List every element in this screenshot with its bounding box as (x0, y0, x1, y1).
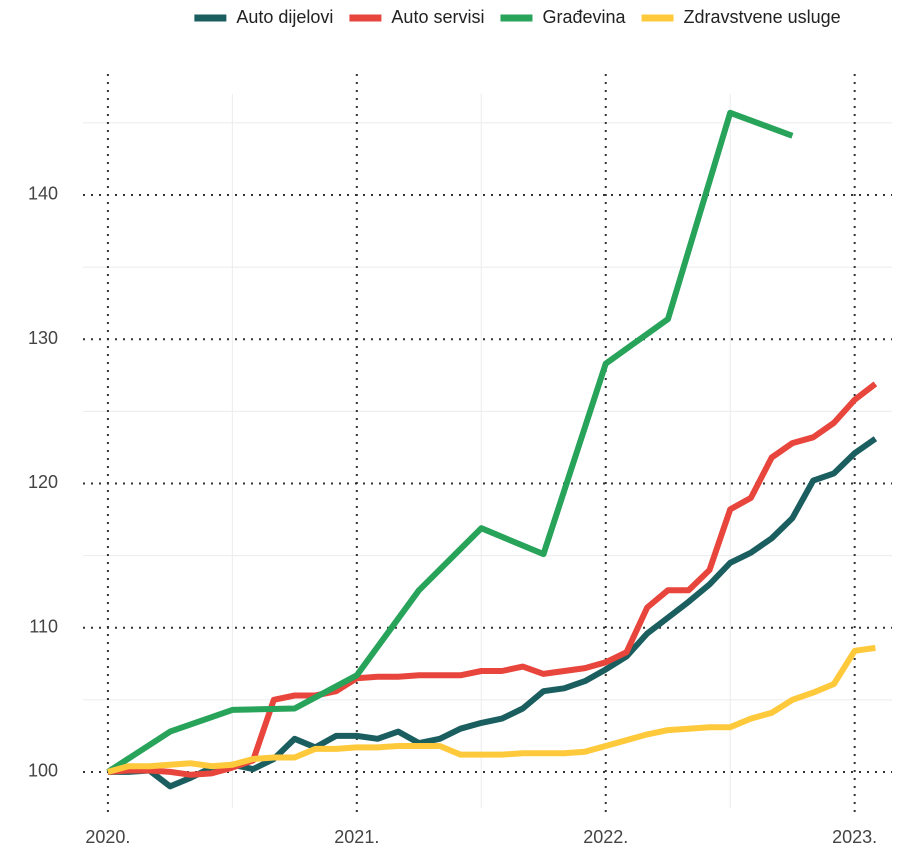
y-tick-label: 100 (28, 761, 58, 781)
x-tick-label: 2023. (832, 827, 877, 847)
y-tick-label: 130 (28, 328, 58, 348)
line (106, 109, 794, 775)
x-tick-label: 2020. (85, 827, 130, 847)
y-tick-label: 120 (28, 472, 58, 492)
line (107, 436, 878, 790)
y-tick-label: 110 (29, 616, 58, 636)
legend-label: Auto dijelovi (236, 7, 333, 27)
legend-label: Građevina (542, 7, 626, 27)
legend-label: Zdravstvene usluge (684, 7, 841, 27)
x-tick-label: 2022. (583, 827, 628, 847)
legend-label: Auto servisi (391, 7, 484, 27)
line (107, 644, 876, 775)
y-tick-label: 140 (28, 184, 58, 204)
x-tick-label: 2021. (334, 827, 379, 847)
